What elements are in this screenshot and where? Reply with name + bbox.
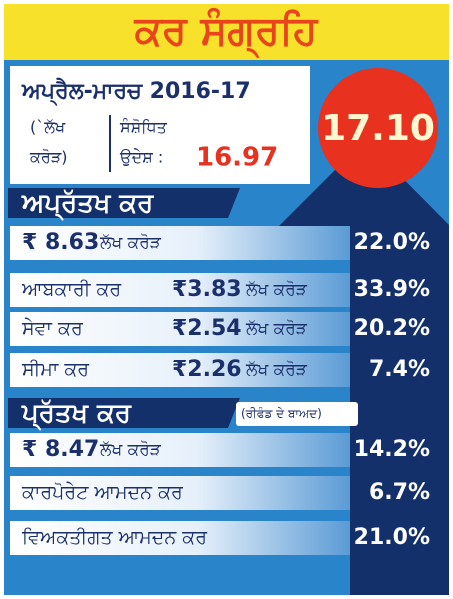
row-unit: ਲੱਖ ਕਰੋੜ: [245, 360, 308, 380]
row-share: 7.4%: [369, 357, 430, 382]
row-label: ਸੀਮਾ ਕਰ: [21, 359, 90, 381]
row-label: ਆਬਕਾਰੀ ਕਰ: [21, 279, 122, 301]
row-unit: ਲੱਖ ਕਰੋੜ: [99, 233, 162, 253]
target-value: 16.97: [196, 143, 278, 173]
actual-value: 17.10: [321, 108, 435, 149]
row-strip: [10, 273, 350, 307]
section-heading: ਪ੍ਰੱਤਖ ਕਰ: [21, 399, 132, 432]
actual-circle: [318, 68, 438, 188]
section-note: (ਰੀਫੰਡ ਦੇ ਬਾਅਦ): [241, 407, 322, 421]
row-share: 6.7%: [369, 480, 430, 505]
row-amount: ₹3.83: [172, 277, 242, 302]
period: ਅਪ੍ਰੈਲ-ਮਾਰਚ 2016-17: [21, 77, 251, 107]
row-share: 33.9%: [354, 277, 430, 302]
row-share: 22.0%: [354, 230, 430, 255]
row-label: ਸੇਵਾ ਕਰ: [21, 318, 84, 340]
header-panel: [10, 66, 310, 184]
section-heading: ਅਪ੍ਰੱਤਖ ਕਰ: [21, 189, 154, 222]
row-unit: ਲੱਖ ਕਰੋੜ: [99, 440, 162, 460]
row-strip: [10, 433, 350, 467]
row-strip: [10, 353, 350, 387]
section-banner: [8, 188, 240, 218]
title-band: [4, 4, 449, 60]
row-share: 21.0%: [354, 525, 430, 550]
title: ਕਰ ਸੰਗ੍ਰਹਿ: [134, 8, 319, 58]
row-label: ਵਿਅਕਤੀਗਤ ਆਮਦਨ ਕਰ: [21, 527, 208, 549]
unit-note: ਕਰੋੜ): [29, 148, 68, 167]
section-banner: [8, 398, 240, 428]
target-label: ਸੰਸ਼ੋਧਿਤ: [119, 118, 168, 137]
unit-note: (`ਲੱਖ: [30, 118, 66, 137]
row-share: 14.2%: [354, 437, 430, 462]
row-amount: ₹ 8.63: [22, 230, 99, 255]
row-amount: ₹2.54: [172, 316, 242, 341]
note-box: [236, 402, 358, 426]
row-unit: ਲੱਖ ਕਰੋੜ: [245, 280, 308, 300]
row-share: 20.2%: [354, 316, 430, 341]
row-strip: [10, 476, 350, 510]
target-label: ਉਦੇਸ਼ :: [119, 148, 163, 167]
row-unit: ਲੱਖ ਕਰੋੜ: [245, 319, 308, 339]
row-label: ਕਾਰਪੋਰੇਟ ਆਮਦਨ ਕਰ: [21, 482, 184, 504]
row-amount: ₹ 8.47: [22, 437, 99, 462]
row-strip: [10, 312, 350, 346]
row-amount: ₹2.26: [172, 357, 242, 382]
row-strip: [10, 226, 350, 260]
row-strip: [10, 521, 350, 555]
